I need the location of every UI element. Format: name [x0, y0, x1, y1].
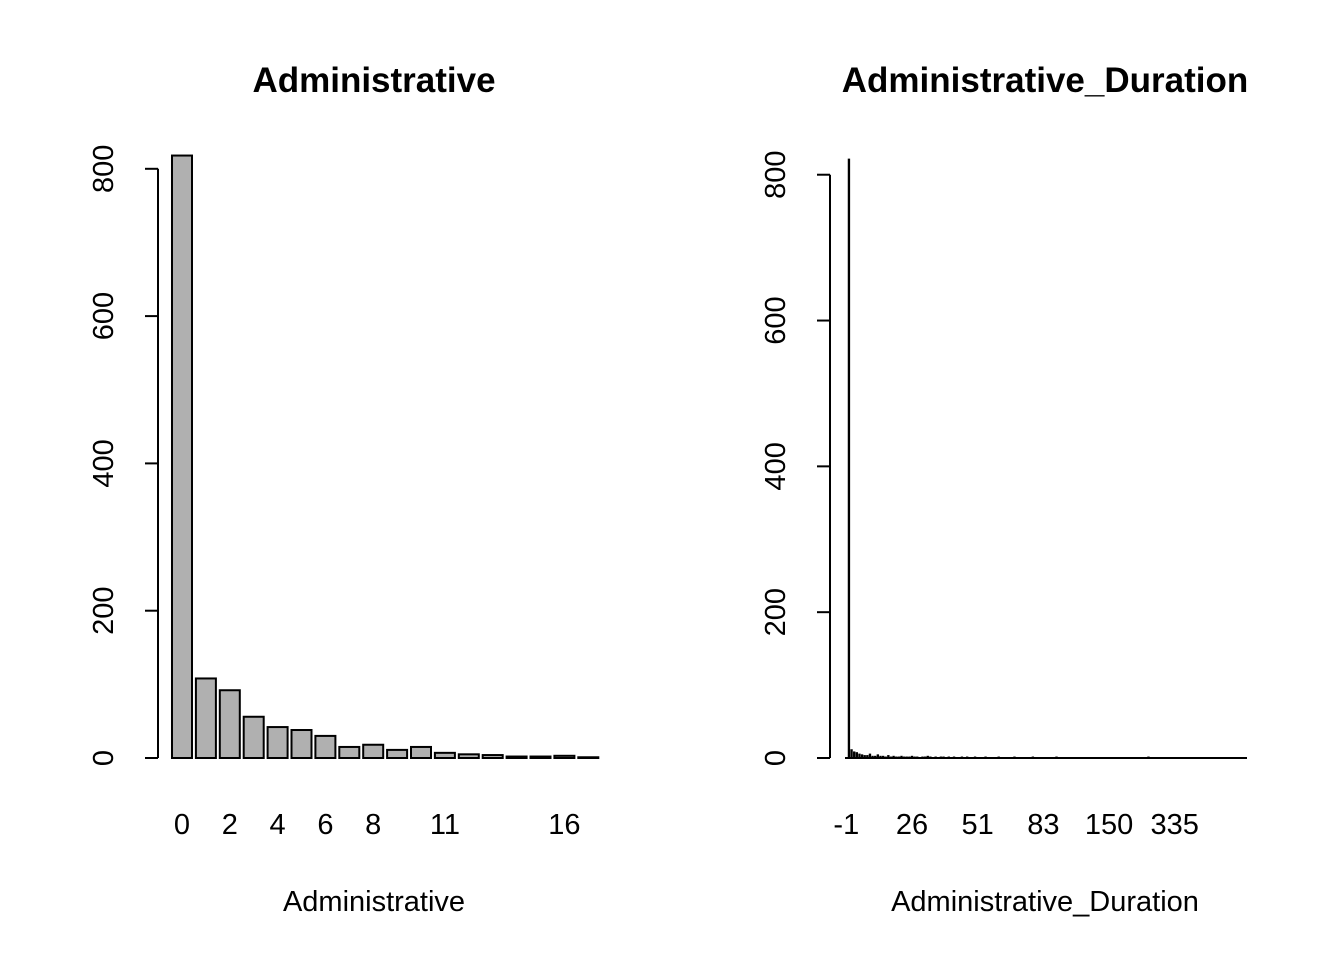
x-axis-label: Administrative [283, 886, 465, 918]
x-tick-label: 335 [1151, 809, 1199, 841]
y-tick-label: 200 [88, 587, 120, 635]
bar-12 [457, 753, 480, 760]
x-tick-label: -1 [833, 809, 859, 841]
panel-administrative: Administrative Administrative 0200400600… [88, 61, 600, 918]
bar-0 [171, 154, 193, 759]
x-tick-labels: -1 26 51 83 150 335 [833, 809, 1199, 841]
panel-administrative-duration: Administrative_Duration Administrative_D… [760, 61, 1248, 918]
bar-16 [553, 754, 576, 760]
x-tick-label: 16 [548, 809, 580, 841]
chart-title: Administrative_Duration [842, 61, 1248, 100]
x-tick-label: 0 [174, 809, 190, 841]
bar-17 [577, 756, 600, 759]
chart-title: Administrative [252, 61, 495, 100]
bar-15 [529, 755, 552, 759]
bar-6 [314, 734, 337, 760]
x-tick-label: 11 [430, 809, 460, 841]
x-tick-label: 4 [270, 809, 286, 841]
bar-13 [481, 754, 504, 760]
y-tick-label: 600 [88, 292, 120, 340]
y-tick-label: 400 [88, 439, 120, 487]
bar-5 [290, 729, 313, 759]
bar-14 [505, 755, 528, 759]
x-tick-label: 51 [962, 809, 994, 841]
x-axis-label: Administrative_Duration [891, 886, 1199, 918]
bar-11 [433, 751, 456, 759]
bar-3 [242, 715, 265, 759]
x-tick-label: 6 [317, 809, 333, 841]
x-tick-label: 26 [896, 809, 928, 841]
y-tick-label: 0 [88, 750, 120, 766]
x-tick-label: 83 [1027, 809, 1059, 841]
y-tick-label: 800 [760, 151, 792, 199]
bars [171, 154, 600, 760]
y-tick-label: 800 [88, 145, 120, 193]
x-tick-label: 8 [365, 809, 381, 841]
y-tick-label: 0 [760, 750, 792, 766]
x-tick-label: 150 [1085, 809, 1133, 841]
y-tick-label: 200 [760, 588, 792, 636]
bar-7 [338, 745, 361, 760]
bars [845, 158, 1247, 759]
bar-8 [362, 743, 385, 759]
y-tick-label: 400 [760, 442, 792, 490]
y-axis: 0 200 400 600 800 [760, 151, 831, 766]
bar-10 [410, 745, 432, 760]
x-tick-labels: 0 2 4 6 8 11 16 [174, 809, 581, 841]
bar-9 [386, 748, 409, 759]
y-axis: 0 200 400 600 800 [88, 145, 159, 766]
x-tick-label: 2 [222, 809, 238, 841]
bar-2 [218, 689, 241, 760]
bar-1 [194, 677, 217, 760]
bar-4 [266, 726, 289, 760]
y-tick-label: 600 [760, 296, 792, 344]
